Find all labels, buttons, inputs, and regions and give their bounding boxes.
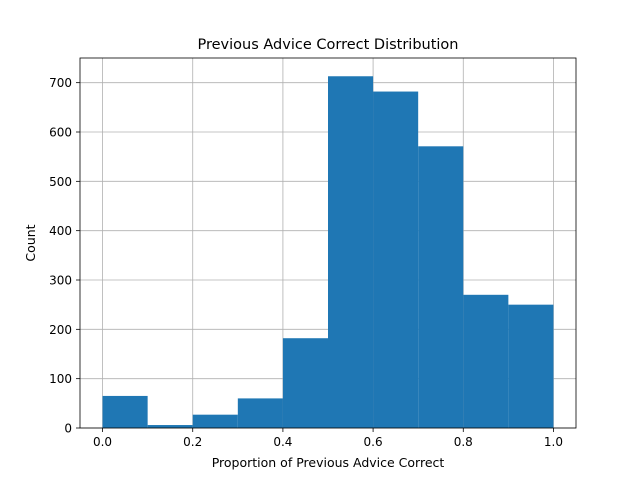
y-tick-label: 600	[49, 126, 72, 140]
histogram-bar	[102, 395, 148, 428]
x-axis-ticks: 0.0 0.2 0.4 0.6 0.8 1.0	[93, 428, 563, 449]
histogram-bar	[237, 398, 283, 428]
histogram-bar	[463, 294, 509, 428]
y-tick-label: 300	[49, 274, 72, 288]
x-tick-label: 0.0	[93, 435, 112, 449]
histogram-bar	[147, 425, 193, 428]
histogram-bar	[508, 304, 554, 428]
y-tick-label: 0	[64, 422, 72, 436]
x-tick-label: 0.4	[273, 435, 292, 449]
y-tick-label: 100	[49, 372, 72, 386]
y-tick-label: 400	[49, 224, 72, 238]
histogram-bar	[282, 338, 328, 428]
x-tick-label: 0.6	[364, 435, 383, 449]
histogram-bar	[328, 76, 374, 429]
y-tick-label: 700	[49, 76, 72, 90]
chart-title: Previous Advice Correct Distribution	[198, 37, 459, 53]
x-tick-label: 0.2	[183, 435, 202, 449]
plot-frame	[79, 57, 577, 429]
histogram-bars	[102, 76, 554, 429]
y-axis-label: Count	[23, 224, 38, 261]
y-axis-ticks: 0 100 200 300 400 500 600 700	[49, 76, 80, 436]
histogram-bar	[192, 414, 238, 428]
x-axis-label: Proportion of Previous Advice Correct	[212, 455, 445, 470]
x-tick-label: 1.0	[544, 435, 563, 449]
y-tick-label: 200	[49, 323, 72, 337]
x-tick-label: 0.8	[454, 435, 473, 449]
histogram-bar	[373, 91, 419, 429]
y-tick-label: 500	[49, 175, 72, 189]
histogram-bar	[418, 146, 464, 428]
